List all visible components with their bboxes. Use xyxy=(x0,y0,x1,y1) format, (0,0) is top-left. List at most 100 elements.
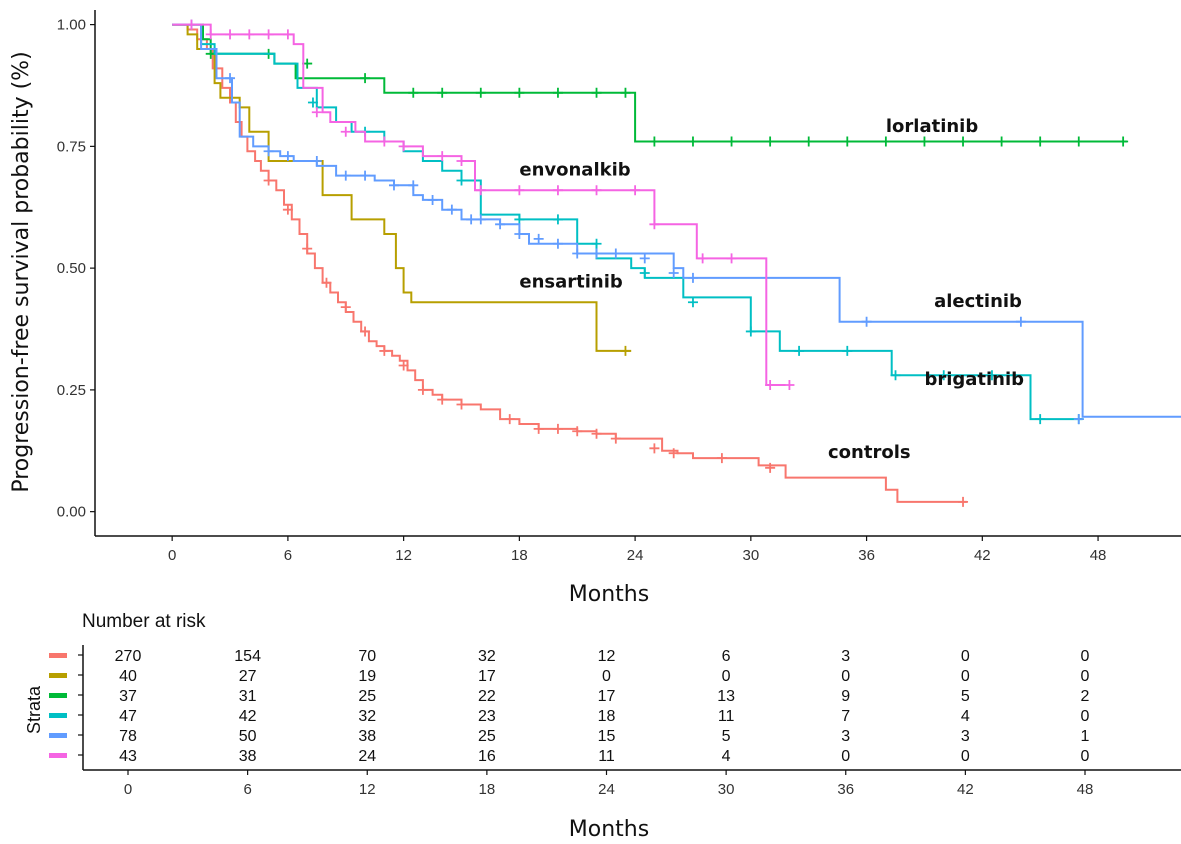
censor-mark-envonalkib xyxy=(379,136,390,147)
censor-mark-lorlatinib xyxy=(842,136,853,147)
risk-x-tick-label: 30 xyxy=(718,781,735,798)
censor-mark-envonalkib xyxy=(552,185,563,196)
censor-mark-controls xyxy=(321,277,332,288)
survival-curve-controls xyxy=(172,23,967,503)
censor-mark-controls xyxy=(302,243,313,254)
risk-count: 11 xyxy=(598,748,615,765)
censor-mark-brigatinib xyxy=(307,97,318,108)
censor-mark-controls xyxy=(456,399,467,410)
censor-mark-alectinib xyxy=(572,248,583,259)
series-alectinib: alectinib xyxy=(172,19,1181,425)
censor-mark-alectinib xyxy=(514,229,525,240)
risk-count: 7 xyxy=(841,708,850,725)
survival-curve-alectinib xyxy=(172,23,1181,418)
risk-count: 42 xyxy=(239,708,257,725)
y-axis-title: Progression-free survival probability (%… xyxy=(9,51,34,492)
curve-label-ensartinib: ensartinib xyxy=(519,272,623,293)
censor-mark-controls xyxy=(572,426,583,437)
risk-count: 3 xyxy=(841,648,850,665)
risk-x-axis-title: Months xyxy=(569,817,649,842)
censor-mark-alectinib xyxy=(340,170,351,181)
y-tick-label: 1.00 xyxy=(57,17,86,34)
censor-mark-lorlatinib xyxy=(996,136,1007,147)
x-tick-label: 30 xyxy=(742,547,759,564)
x-tick-label: 24 xyxy=(627,547,644,564)
risk-count: 27 xyxy=(239,668,257,685)
risk-count: 2 xyxy=(1081,688,1090,705)
censor-mark-envonalkib xyxy=(765,380,776,391)
strata-swatch xyxy=(49,733,67,738)
censor-mark-controls xyxy=(360,326,371,337)
censor-mark-alectinib xyxy=(427,194,438,205)
risk-count: 17 xyxy=(598,688,616,705)
risk-count: 18 xyxy=(598,708,616,725)
censor-mark-lorlatinib xyxy=(765,136,776,147)
censor-mark-envonalkib xyxy=(630,185,641,196)
risk-count: 9 xyxy=(841,688,850,705)
censor-mark-lorlatinib xyxy=(803,136,814,147)
censor-mark-lorlatinib xyxy=(591,87,602,98)
risk-count: 0 xyxy=(961,748,970,765)
censor-mark-lorlatinib xyxy=(1035,136,1046,147)
x-tick-label: 0 xyxy=(168,547,176,564)
censor-mark-alectinib xyxy=(687,272,698,283)
censor-mark-alectinib xyxy=(466,214,477,225)
censor-mark-envonalkib xyxy=(784,380,795,391)
censor-mark-brigatinib xyxy=(745,326,756,337)
censor-mark-controls xyxy=(282,204,293,215)
censor-mark-brigatinib xyxy=(986,370,997,381)
censor-mark-controls xyxy=(437,394,448,405)
x-tick-label: 6 xyxy=(284,547,292,564)
censor-mark-lorlatinib xyxy=(552,87,563,98)
censor-mark-envonalkib xyxy=(456,155,467,166)
curve-label-brigatinib: brigatinib xyxy=(924,369,1024,390)
series-lorlatinib: lorlatinib xyxy=(172,23,1129,147)
series-controls: controls xyxy=(172,23,969,507)
risk-x-tick-label: 0 xyxy=(124,781,132,798)
risk-count: 12 xyxy=(598,648,616,665)
censor-mark-controls xyxy=(552,423,563,434)
censor-mark-envonalkib xyxy=(437,151,448,162)
risk-count: 47 xyxy=(119,708,137,725)
censor-mark-lorlatinib xyxy=(649,136,660,147)
risk-count: 4 xyxy=(722,748,731,765)
risk-count: 13 xyxy=(717,688,735,705)
strata-swatch xyxy=(49,673,67,678)
censor-mark-ensartinib xyxy=(620,345,631,356)
risk-count: 15 xyxy=(598,728,616,745)
risk-count: 5 xyxy=(722,728,731,745)
risk-count: 16 xyxy=(478,748,496,765)
censor-mark-controls xyxy=(504,414,515,425)
censor-mark-lorlatinib xyxy=(475,87,486,98)
risk-count: 32 xyxy=(478,648,496,665)
risk-count: 38 xyxy=(239,748,257,765)
censor-mark-envonalkib xyxy=(205,29,216,40)
plot-area: 0.00 0.25 0.50 0.75 1.00 0 6 12 18 24 30 36 42 48 Mont… xyxy=(9,10,1181,607)
x-axis-title: Months xyxy=(569,582,649,607)
censor-mark-controls xyxy=(591,428,602,439)
censor-mark-lorlatinib xyxy=(408,87,419,98)
censor-mark-alectinib xyxy=(495,219,506,230)
censor-mark-alectinib xyxy=(282,151,293,162)
risk-count: 0 xyxy=(841,748,850,765)
y-tick-label: 0.00 xyxy=(57,504,86,521)
censor-mark-envonalkib xyxy=(311,107,322,118)
censor-mark-alectinib xyxy=(311,155,322,166)
censor-mark-controls xyxy=(958,496,969,507)
risk-count: 0 xyxy=(602,668,611,685)
censor-mark-brigatinib xyxy=(938,370,949,381)
censor-mark-lorlatinib xyxy=(360,73,371,84)
risk-count: 0 xyxy=(1081,748,1090,765)
censor-mark-alectinib xyxy=(360,170,371,181)
risk-count: 50 xyxy=(239,728,257,745)
risk-count: 0 xyxy=(961,648,970,665)
risk-count: 6 xyxy=(722,648,731,665)
risk-x-tick-label: 36 xyxy=(837,781,854,798)
risk-count: 270 xyxy=(115,648,142,665)
risk-count: 38 xyxy=(358,728,376,745)
censor-mark-brigatinib xyxy=(514,214,525,225)
risk-x-tick-label: 24 xyxy=(598,781,615,798)
censor-mark-brigatinib xyxy=(794,345,805,356)
censor-mark-brigatinib xyxy=(687,297,698,308)
